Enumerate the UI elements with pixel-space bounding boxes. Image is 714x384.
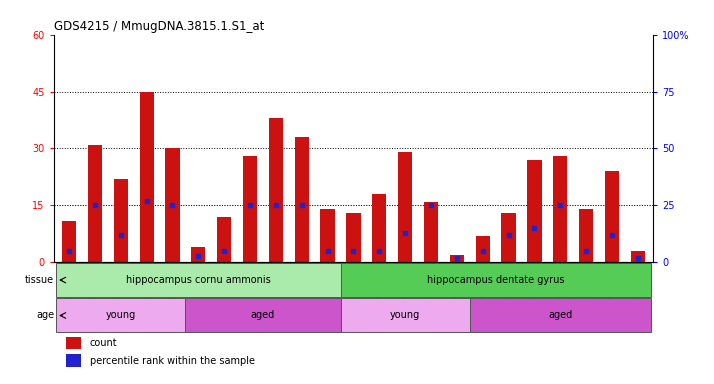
Text: young: young (390, 311, 421, 321)
Point (141, 198, 152, 204)
Point (348, 248, 359, 254)
Text: hippocampus dentate gyrus: hippocampus dentate gyrus (427, 275, 564, 285)
Text: percentile rank within the sample: percentile rank within the sample (89, 356, 254, 366)
Bar (62, 220, 76, 262)
Bar (268, 118, 283, 262)
Bar (191, 247, 206, 262)
Bar (501, 213, 516, 262)
Bar (476, 236, 490, 262)
Point (64, 248, 75, 254)
Text: young: young (106, 311, 136, 321)
Point (373, 248, 385, 254)
Bar (341, 263, 650, 297)
Bar (605, 171, 619, 262)
Bar (66, 337, 81, 349)
Point (477, 248, 488, 254)
Point (115, 232, 126, 238)
Bar (56, 263, 341, 297)
Bar (66, 354, 81, 367)
Text: GDS4215 / MmugDNA.3815.1.S1_at: GDS4215 / MmugDNA.3815.1.S1_at (54, 20, 264, 33)
Text: age: age (36, 311, 54, 321)
Text: hippocampus cornu ammonis: hippocampus cornu ammonis (126, 275, 271, 285)
Bar (470, 298, 650, 333)
Bar (450, 255, 464, 262)
Text: aged: aged (548, 311, 573, 321)
Point (606, 232, 618, 238)
Text: aged: aged (251, 311, 275, 321)
Bar (114, 179, 128, 262)
Bar (579, 209, 593, 262)
Point (193, 252, 204, 258)
Point (632, 255, 643, 261)
Bar (166, 149, 180, 262)
Bar (398, 152, 412, 262)
Text: tissue: tissue (25, 275, 54, 285)
Point (426, 202, 437, 209)
Point (89, 202, 101, 209)
Point (528, 225, 540, 231)
Point (580, 248, 592, 254)
Point (399, 230, 411, 236)
Point (218, 248, 230, 254)
Bar (341, 298, 470, 333)
Bar (553, 156, 568, 262)
Bar (139, 91, 154, 262)
Bar (56, 298, 186, 333)
Point (296, 202, 308, 209)
Point (167, 202, 178, 209)
Bar (372, 194, 386, 262)
Point (270, 202, 281, 209)
Bar (630, 251, 645, 262)
Point (244, 202, 256, 209)
Bar (321, 209, 335, 262)
Bar (527, 160, 541, 262)
Bar (217, 217, 231, 262)
Bar (88, 145, 102, 262)
Bar (424, 202, 438, 262)
Text: count: count (89, 338, 117, 348)
Point (322, 248, 333, 254)
Bar (295, 137, 309, 262)
Bar (346, 213, 361, 262)
Bar (243, 156, 257, 262)
Point (451, 255, 463, 261)
Point (555, 202, 566, 209)
Point (503, 232, 514, 238)
Bar (186, 298, 341, 333)
